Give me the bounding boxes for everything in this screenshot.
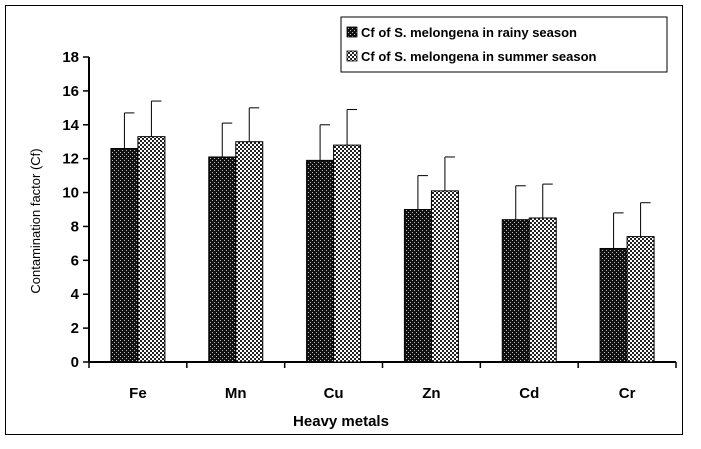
legend-swatch-rainy [346,26,358,38]
y-tick-label: 6 [71,252,79,269]
axes: 0 2 4 6 8 10 12 14 16 18 Fe Mn Cu Zn Cd Cr [62,49,677,402]
legend-box [340,16,668,73]
legend-label-summer: Cf of S. melongena in summer season [361,49,597,64]
error-bars [123,100,651,249]
y-tick-label: 0 [71,354,79,371]
y-tick-label: 4 [71,286,80,303]
bar-rainy-zn [403,209,432,363]
chart-frame: 0 2 4 6 8 10 12 14 16 18 Fe Mn Cu Zn Cd Cr Heavy metals… [5,5,683,435]
x-axis-label: Heavy metals [293,413,389,430]
bar-summer-fe [137,136,166,363]
y-tick-label: 2 [71,320,79,337]
bar-rainy-fe [110,148,139,363]
bar-summer-cd [528,217,557,363]
y-axis-label: Contamination factor (Cf) [28,148,43,293]
bar-summer-zn [430,190,459,363]
bar-summer-cu [333,144,362,363]
bars [110,136,655,363]
x-tick-label: Fe [129,385,147,402]
x-tick-label: Mn [225,385,247,402]
y-tick-label: 16 [62,83,79,100]
x-tick-label: Cu [324,385,344,402]
x-tick-label: Cd [519,385,539,402]
legend-label-rainy: Cf of S. melongena in rainy season [361,25,577,40]
y-tick-label: 8 [71,218,79,235]
x-tick-label: Cr [619,385,636,402]
bar-rainy-mn [208,156,237,363]
bar-summer-mn [235,141,264,363]
y-tick-label: 18 [62,49,79,66]
y-tick-label: 10 [62,185,79,202]
bar-rainy-cu [306,159,335,363]
bar-rainy-cr [599,247,628,363]
y-tick-label: 12 [62,151,79,168]
bar-rainy-cd [501,219,530,363]
legend: Cf of S. melongena in rainy season Cf of… [340,16,668,73]
legend-swatch-summer [346,50,358,62]
y-tick-label: 14 [62,117,79,134]
x-tick-label: Zn [422,385,440,402]
bar-chart: 0 2 4 6 8 10 12 14 16 18 Fe Mn Cu Zn Cd Cr Heavy metals… [28,16,677,430]
bar-summer-cr [626,236,655,363]
